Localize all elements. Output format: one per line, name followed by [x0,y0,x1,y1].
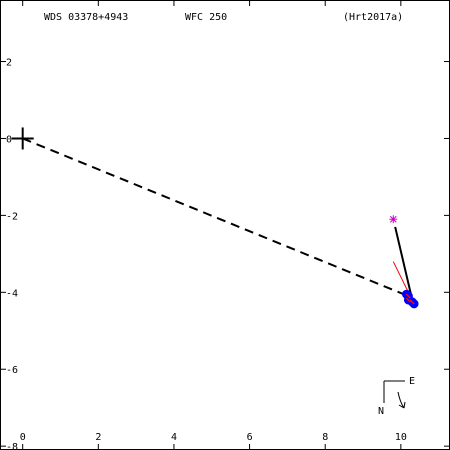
observation-residual-mark [409,299,415,305]
plot-marks [11,127,419,309]
y-tick-label: 0 [6,134,12,145]
outlier-asterisk-stroke [389,215,397,223]
compass: E N [378,376,415,417]
observation-residual-mark [405,297,411,303]
y-tick-label: -4 [6,288,18,299]
reference-label: (Hrt2017a) [343,12,403,23]
discoverer-label: WFC 250 [185,12,227,23]
compass-east-label: E [409,376,415,387]
wds-id-label: WDS 03378+4943 [44,12,128,23]
dashed-separation-line [22,137,409,298]
observation-residual-mark [405,293,411,299]
x-tick-label: 10 [395,432,407,443]
y-tick-label: -2 [6,211,18,222]
x-tick-label: 2 [95,432,101,443]
x-tick-label: 6 [247,432,253,443]
x-tick-label: 4 [171,432,177,443]
x-tick-label: 0 [20,432,26,443]
x-axis-ticks: 0 2 4 6 8 10 [20,0,407,450]
y-axis-ticks: 2 0 -2 -4 -6 -8 [0,58,450,450]
x-tick-label: 8 [322,432,328,443]
y-tick-label: -8 [6,442,18,450]
y-tick-label: -6 [6,365,18,376]
y-tick-label: 2 [6,58,12,69]
compass-north-label: N [378,406,384,417]
compass-motion-arrow [397,391,406,409]
